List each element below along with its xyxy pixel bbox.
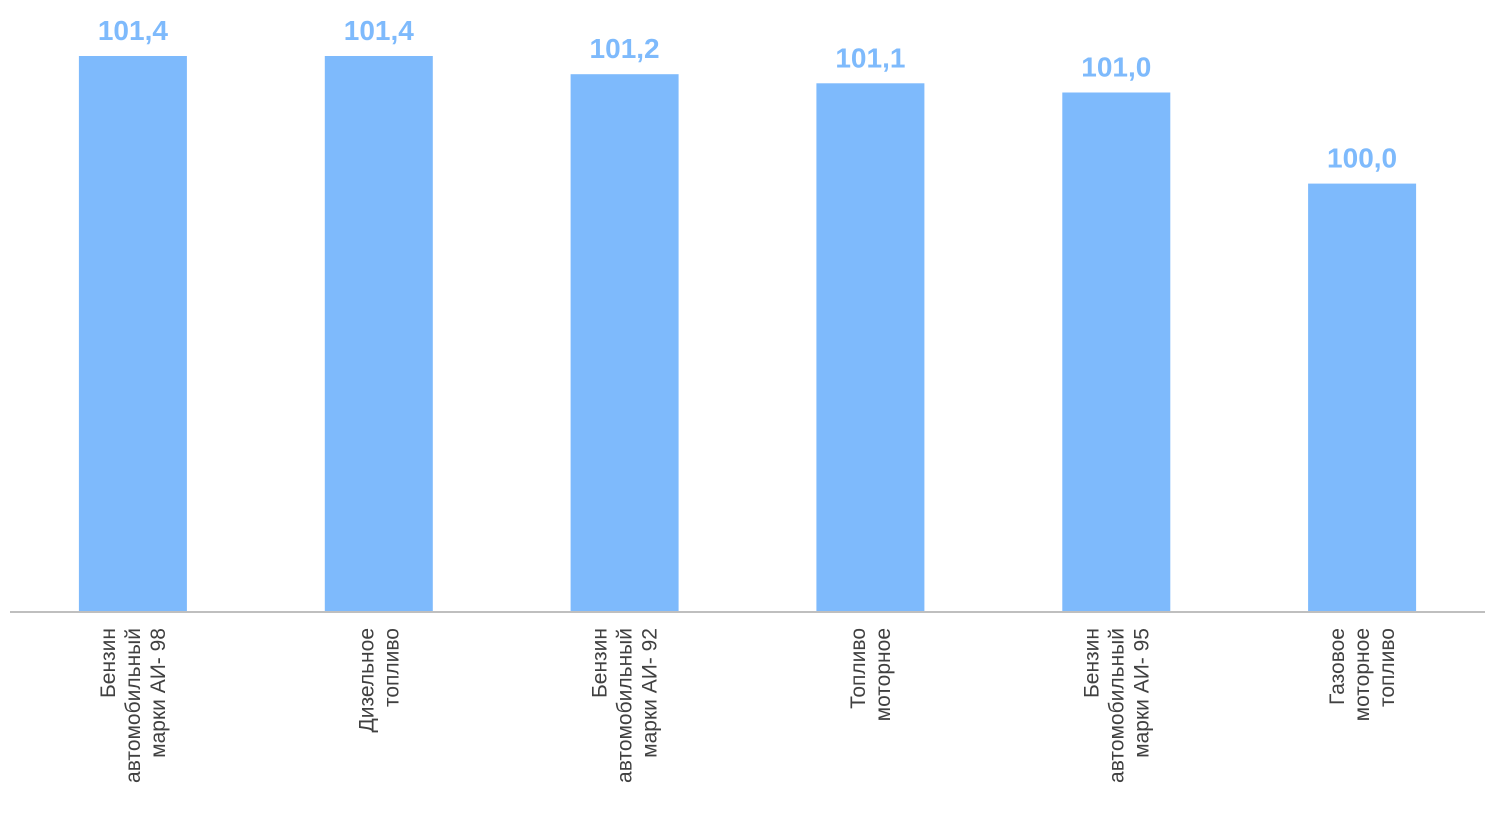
category-label: Бензин автомобильный марки АИ- 92: [589, 628, 662, 783]
category-label-line: топливо: [380, 628, 403, 707]
category-label: Бензин автомобильный марки АИ- 98: [97, 628, 170, 783]
category-label-line: Бензин: [589, 628, 612, 698]
category-label-line: моторное: [872, 628, 895, 721]
category-label-line: Топливо: [847, 628, 870, 709]
category-label-line: моторное: [1351, 628, 1374, 721]
category-label: Топливо моторное: [847, 628, 895, 721]
bar-value-label: 100,0: [1327, 143, 1397, 174]
bar: [1062, 92, 1171, 612]
category-label-line: топливо: [1376, 628, 1399, 707]
bar-value-label: 101,4: [98, 15, 168, 46]
bar-value-label: 101,1: [835, 42, 905, 73]
bar-value-label: 101,2: [590, 33, 660, 64]
category-label-line: автомобильный: [1105, 628, 1128, 783]
bar: [816, 83, 925, 613]
category-label-line: автомобильный: [122, 628, 145, 783]
bar: [1308, 183, 1417, 612]
category-label-line: марки АИ- 95: [1130, 628, 1153, 758]
bars-group: [78, 56, 1417, 613]
value-labels-group: 101,4 101,4 101,2 101,1 101,0 100,0: [98, 15, 1397, 174]
category-label-line: автомобильный: [614, 628, 637, 783]
category-label-line: Газовое: [1326, 628, 1349, 705]
category-label: Бензин автомобильный марки АИ- 95: [1080, 628, 1153, 783]
category-label-line: Бензин: [97, 628, 120, 698]
bar-value-label: 101,4: [344, 15, 414, 46]
category-label: Газовое моторное топливо: [1326, 628, 1399, 721]
category-label: Дизельное топливо: [355, 628, 403, 732]
bar: [570, 74, 679, 612]
category-label-line: марки АИ- 92: [639, 628, 662, 758]
bar-value-label: 101,0: [1081, 52, 1151, 83]
bar: [78, 56, 187, 612]
category-label-line: марки АИ- 98: [147, 628, 170, 758]
category-label-line: Бензин: [1080, 628, 1103, 698]
category-labels-group: Бензин автомобильный марки АИ- 98 Дизельное…: [97, 628, 1399, 783]
category-label-line: Дизельное: [355, 628, 378, 732]
bar: [324, 56, 433, 612]
